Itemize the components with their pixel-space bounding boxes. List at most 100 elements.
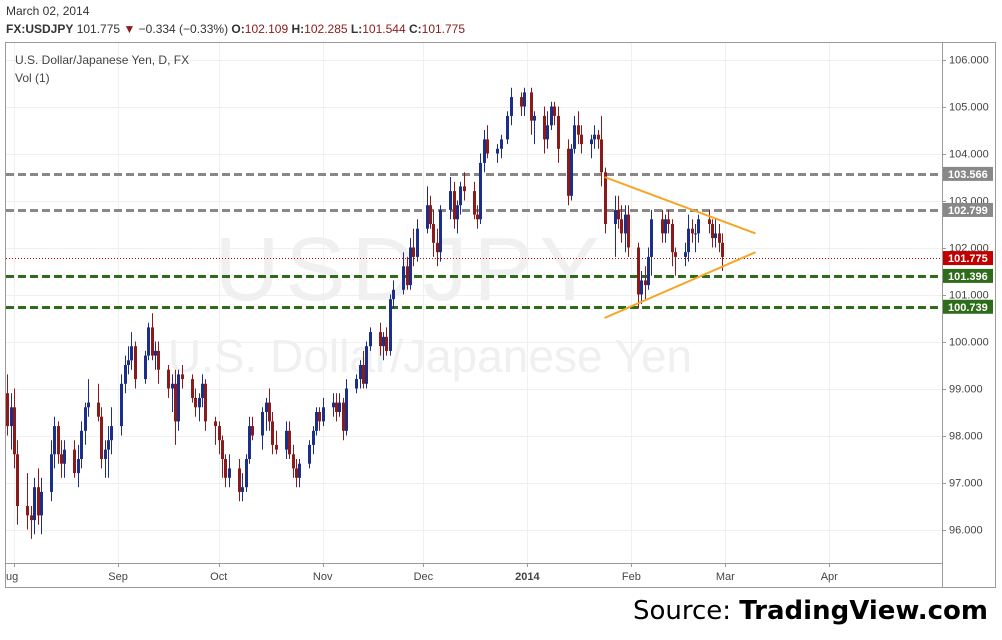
ticker-symbol[interactable]: FX:USDJPY	[6, 22, 74, 36]
candle	[221, 435, 224, 478]
triangle-trendlines[interactable]	[604, 176, 756, 319]
y-tick-label: 104.000	[949, 149, 989, 161]
candle	[687, 214, 690, 262]
candle-body	[110, 426, 113, 441]
candle-body	[624, 214, 627, 234]
source-brand[interactable]: TradingView.com	[739, 596, 988, 626]
candle-body	[550, 106, 553, 126]
candle	[177, 369, 180, 431]
candle-body	[593, 134, 596, 140]
high-label: H:	[291, 22, 305, 36]
candle-body	[684, 252, 687, 257]
y-tick-label: 100.000	[949, 337, 989, 349]
candle	[721, 233, 724, 271]
high-value: 102.285	[304, 22, 348, 36]
candle	[275, 430, 278, 455]
candle	[567, 139, 570, 206]
source-credit: Source: TradingView.com	[633, 596, 988, 626]
time-axis[interactable]: ug Sep Oct Nov Dec 2014 Feb Mar Apr	[6, 563, 838, 583]
candle-body	[718, 233, 721, 243]
candle	[476, 205, 479, 229]
candle-body	[60, 454, 63, 464]
candle-body	[369, 332, 372, 347]
candle-body	[694, 233, 697, 235]
price-axis[interactable]: 96.00097.00098.00099.000100.000101.00010…	[942, 55, 989, 537]
candle-body	[107, 440, 110, 450]
candle	[110, 407, 113, 455]
candle	[617, 195, 620, 229]
candle	[412, 228, 415, 267]
candle	[201, 374, 204, 408]
trendline[interactable]	[604, 251, 756, 319]
candle-body	[570, 148, 573, 196]
candle	[711, 219, 714, 248]
candle-body	[362, 365, 365, 384]
candle	[80, 421, 83, 469]
level-label-box	[943, 166, 993, 181]
level-label-text: 101.775	[948, 253, 988, 265]
candle	[214, 416, 217, 445]
candle-body	[288, 430, 291, 455]
candle	[714, 219, 717, 248]
candle	[167, 365, 170, 398]
candle	[248, 416, 251, 464]
candle-body	[406, 266, 409, 286]
watermark-name: U.S. Dollar/Japanese Yen	[168, 330, 692, 382]
candle-body	[40, 491, 43, 516]
candle-body	[198, 397, 201, 408]
candle-body	[201, 383, 204, 398]
candle-body	[84, 407, 87, 431]
candle-body	[238, 468, 241, 492]
legend-title: U.S. Dollar/Japanese Yen, D, FX	[15, 53, 189, 67]
candle-body	[127, 360, 130, 365]
candle-body	[154, 350, 157, 356]
candle	[620, 205, 623, 243]
candle-body	[80, 430, 83, 459]
candle	[392, 280, 395, 309]
candle	[261, 407, 264, 450]
candle	[191, 374, 194, 403]
candle-body	[191, 379, 194, 398]
candle	[379, 322, 382, 356]
candle-body	[453, 191, 456, 220]
candle	[426, 186, 429, 234]
candle-body	[268, 402, 271, 422]
candle	[664, 214, 667, 243]
candle	[640, 271, 643, 304]
candle-body	[298, 463, 301, 478]
candle-body	[500, 139, 503, 149]
candle-body	[57, 426, 60, 455]
candle	[73, 440, 76, 478]
x-tick-label: Apr	[821, 571, 838, 583]
candle	[500, 134, 503, 159]
last-price: 101.775	[76, 22, 121, 36]
candle	[661, 209, 664, 243]
candle-body	[412, 247, 415, 257]
candle-body	[241, 487, 244, 492]
candle-body	[194, 397, 197, 408]
candle-body	[157, 350, 160, 370]
candle-body	[476, 214, 479, 220]
candle	[238, 459, 241, 502]
candle-body	[335, 402, 338, 412]
close-label: C:	[408, 22, 422, 36]
candle	[496, 144, 499, 163]
candle-body	[711, 224, 714, 239]
candle-body	[644, 280, 647, 286]
candle	[473, 181, 476, 220]
candle-body	[691, 228, 694, 234]
candle	[479, 153, 482, 224]
candle	[298, 459, 301, 488]
candle	[506, 111, 509, 145]
candle-body	[37, 487, 40, 516]
candle-body	[134, 346, 137, 380]
candle-body	[402, 266, 405, 290]
candle	[194, 388, 197, 417]
candle-body	[496, 148, 499, 154]
candle	[439, 205, 442, 262]
candle	[271, 412, 274, 455]
x-tick-label: Dec	[414, 571, 434, 583]
candle	[486, 125, 489, 159]
trendline[interactable]	[604, 176, 756, 235]
